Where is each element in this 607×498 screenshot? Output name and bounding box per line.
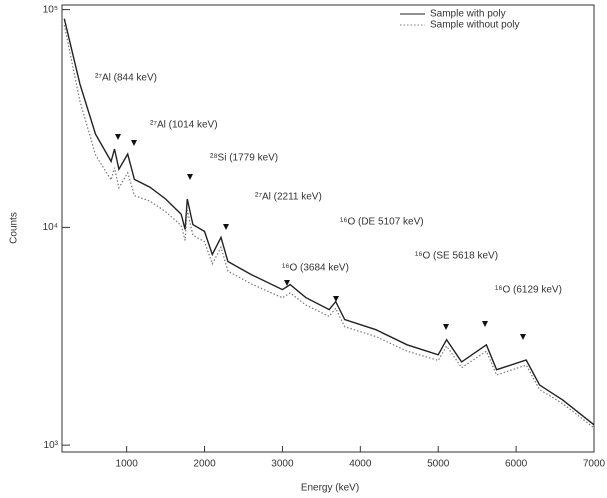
peak-arrow	[187, 174, 193, 180]
peak-annotation: ¹⁶O (SE 5618 keV)	[415, 251, 498, 262]
x-tick-label: 1000	[116, 459, 139, 470]
x-tick-label: 4000	[349, 459, 372, 470]
peak-arrow	[223, 224, 229, 230]
peak-annotation: ²⁷Al (1014 keV)	[150, 120, 218, 131]
y-tick-label: 10⁴	[43, 222, 58, 233]
x-tick-label: 3000	[271, 459, 294, 470]
peak-annotation: ¹⁶O (6129 keV)	[495, 285, 562, 296]
peak-annotation: ¹⁶O (DE 5107 keV)	[340, 217, 424, 228]
peak-annotation: ²⁸Si (1779 keV)	[210, 153, 278, 164]
legend-label: Sample with poly	[430, 9, 506, 20]
peak-annotation: ²⁷Al (844 keV)	[95, 73, 157, 84]
peak-annotation: ¹⁶O (3684 keV)	[282, 263, 349, 274]
peak-arrow	[520, 334, 526, 340]
peak-arrow	[115, 134, 121, 140]
y-axis-label: Counts	[9, 212, 20, 244]
y-tick-label: 10³	[44, 440, 59, 451]
data-line	[63, 18, 595, 426]
peak-arrow	[131, 140, 137, 146]
peak-arrow	[333, 296, 339, 302]
x-tick-label: 6000	[505, 459, 528, 470]
legend-label: Sample without poly	[430, 20, 520, 31]
peak-annotation: ²⁷Al (2211 keV)	[255, 192, 322, 203]
x-axis-label: Energy (keV)	[301, 483, 359, 494]
plot-frame	[61, 4, 595, 453]
x-tick-label: 7000	[583, 459, 606, 470]
data-line	[63, 24, 595, 429]
peak-arrow	[443, 324, 449, 330]
peak-arrow	[482, 321, 488, 327]
x-tick-label: 2000	[193, 459, 216, 470]
y-tick-label: 10⁵	[43, 4, 58, 15]
peak-arrow	[284, 280, 290, 286]
x-tick-label: 5000	[427, 459, 450, 470]
